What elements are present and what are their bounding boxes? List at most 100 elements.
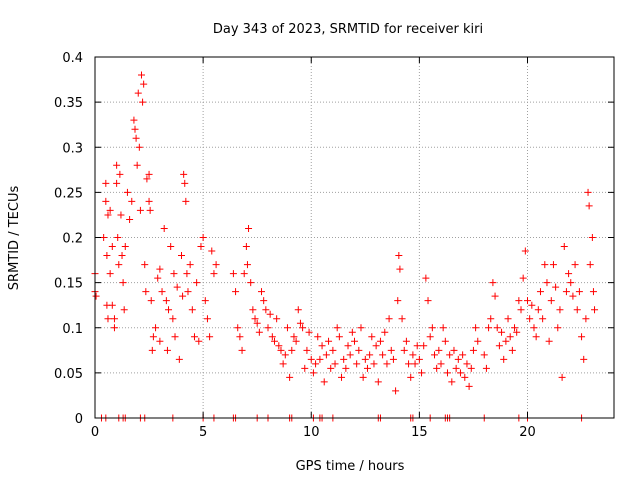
data-point <box>571 261 579 269</box>
data-point <box>182 197 190 205</box>
data-point <box>318 342 326 350</box>
data-point <box>133 161 141 169</box>
data-point <box>110 315 118 323</box>
data-point <box>132 134 140 142</box>
data-point <box>487 315 495 323</box>
data-point <box>584 188 592 196</box>
data-point <box>400 346 408 354</box>
data-point <box>303 346 311 354</box>
data-point <box>359 373 367 381</box>
data-point <box>141 261 149 269</box>
data-point <box>294 306 302 314</box>
data-point <box>121 243 129 251</box>
data-point <box>428 324 436 332</box>
data-point <box>549 261 557 269</box>
data-point <box>206 333 214 341</box>
data-point <box>405 360 413 368</box>
data-point <box>158 288 166 296</box>
data-point <box>443 369 451 377</box>
data-point <box>363 364 371 372</box>
data-point <box>413 342 421 350</box>
data-point <box>485 324 493 332</box>
data-point <box>355 346 363 354</box>
data-point <box>258 288 266 296</box>
data-point <box>491 292 499 300</box>
data-point <box>589 288 597 296</box>
data-point <box>296 319 304 327</box>
data-point <box>299 324 307 332</box>
data-point <box>530 324 538 332</box>
data-point <box>385 315 393 323</box>
data-point <box>578 333 586 341</box>
data-point <box>456 369 464 377</box>
data-point <box>232 288 240 296</box>
data-point <box>370 360 378 368</box>
data-point <box>379 351 387 359</box>
data-point <box>558 373 566 381</box>
x-tick-label: 15 <box>411 425 428 440</box>
data-point <box>569 292 577 300</box>
y-tick-label: 0.1 <box>62 322 83 337</box>
data-point <box>439 324 447 332</box>
data-point <box>312 360 320 368</box>
data-point <box>575 288 583 296</box>
data-point <box>195 337 203 345</box>
data-point <box>243 261 251 269</box>
data-point <box>114 234 122 241</box>
data-point <box>344 342 352 350</box>
x-axis-ticks: 0 5 10 15 20 <box>91 57 536 440</box>
data-point <box>357 324 365 332</box>
data-point <box>395 252 403 260</box>
data-point <box>163 346 171 354</box>
data-point <box>500 355 508 363</box>
data-point <box>253 319 261 327</box>
data-point <box>135 143 143 151</box>
data-point <box>333 324 341 332</box>
data-point <box>495 342 503 350</box>
data-point <box>130 116 138 124</box>
chart-title: Day 343 of 2023, SRMTID for receiver kir… <box>213 22 483 37</box>
data-point <box>383 360 391 368</box>
data-point <box>167 243 175 251</box>
data-point <box>260 297 268 305</box>
data-point <box>136 206 144 214</box>
data-point <box>372 342 380 350</box>
data-point <box>193 279 201 287</box>
data-point <box>431 351 439 359</box>
data-point <box>394 297 402 305</box>
data-point <box>245 224 253 232</box>
data-point <box>327 364 335 372</box>
data-point <box>586 261 594 269</box>
data-point <box>146 206 154 214</box>
data-point <box>108 301 116 309</box>
data-point <box>131 125 139 133</box>
data-point <box>277 346 285 354</box>
data-point <box>504 315 512 323</box>
data-point <box>249 306 257 314</box>
data-point <box>197 243 205 251</box>
data-point <box>169 315 177 323</box>
data-point <box>325 337 333 345</box>
data-point <box>139 98 147 106</box>
data-point <box>212 261 220 269</box>
data-point <box>275 342 283 350</box>
y-axis-ticks: 0 0.05 0.1 0.15 0.2 0.25 0.3 0.35 0.4 <box>54 51 614 427</box>
data-point <box>545 337 553 345</box>
data-point <box>472 324 480 332</box>
data-point <box>119 279 127 287</box>
y-tick-label: 0.4 <box>62 51 83 66</box>
data-point <box>539 315 547 323</box>
data-point <box>152 324 160 332</box>
grid-lines <box>95 57 614 418</box>
data-point <box>102 179 110 187</box>
data-point <box>110 324 118 332</box>
x-tick-label: 0 <box>91 425 99 440</box>
data-point <box>543 279 551 287</box>
data-point <box>424 297 432 305</box>
data-point <box>524 297 531 305</box>
data-point <box>552 283 560 291</box>
data-point <box>184 288 192 296</box>
data-point <box>273 315 281 323</box>
data-point <box>502 337 510 345</box>
